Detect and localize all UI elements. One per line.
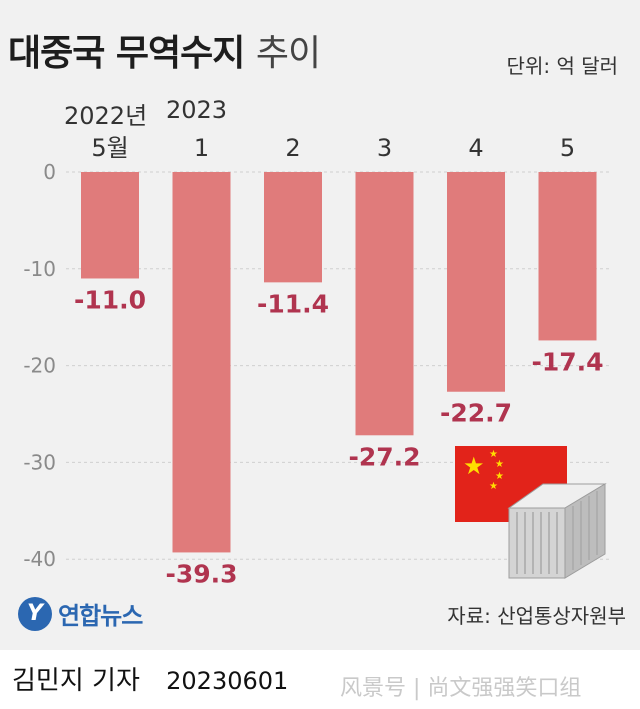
y-tick-label: -10: [23, 257, 56, 281]
x-tick-label: 4: [468, 134, 483, 162]
x-tick-label: 1: [194, 134, 209, 162]
data-label: -27.2: [348, 442, 420, 471]
source-label: 자료: 산업통상자원부: [447, 604, 626, 628]
bar: [172, 172, 231, 553]
y-tick-label: -20: [23, 354, 56, 378]
x-tick-label: 3: [377, 134, 392, 162]
x-tick-label: 5월: [91, 134, 128, 162]
title-bold: 대중국 무역수지: [8, 33, 245, 74]
x-tick-label: 5: [560, 134, 575, 162]
reporter-name: 김민지 기자: [12, 666, 140, 696]
bar: [264, 172, 322, 283]
bar: [81, 172, 139, 279]
publish-date: 20230601: [166, 667, 289, 695]
y-tick-label: -30: [23, 450, 56, 474]
y-tick-label: 0: [43, 160, 56, 184]
x-tick-label: 2: [285, 134, 300, 162]
data-label: -11.4: [257, 289, 329, 318]
shipping-container-icon: [507, 483, 607, 579]
yonhap-logo: Y 연합뉴스: [18, 596, 143, 631]
title-light: 추이: [255, 33, 321, 74]
year-2023-label: 2023: [166, 96, 228, 124]
chart-title: 대중국 무역수지 추이: [8, 24, 321, 76]
byline: 김민지 기자 20230601: [12, 660, 288, 697]
data-label: -17.4: [531, 347, 603, 376]
yonhap-logo-icon: Y: [18, 596, 52, 631]
bar: [538, 172, 597, 341]
y-tick-label: -40: [23, 547, 56, 571]
data-label: -22.7: [440, 399, 512, 428]
data-label: -11.0: [74, 285, 146, 314]
data-label: -39.3: [165, 559, 237, 588]
bar: [355, 172, 414, 436]
watermark-text: 风景号 | 尚文强强笑口组: [340, 676, 582, 701]
year-2022-label: 2022년: [64, 102, 148, 130]
logo-text: 연합뉴스: [58, 602, 143, 630]
bar-chart: 0 -10 -20 -30 -40 5월 1 2 3 4 5 -11.0 -39.3 -11.4 -27.2…: [23, 134, 612, 588]
bar: [447, 172, 505, 392]
unit-label: 단위: 억 달러: [506, 54, 618, 78]
